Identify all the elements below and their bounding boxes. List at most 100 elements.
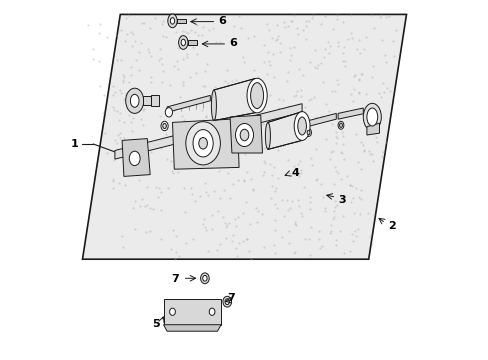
Point [354, 76, 362, 82]
Point [163, 156, 171, 162]
Point [294, 66, 302, 72]
Point [177, 104, 184, 110]
Point [279, 213, 287, 219]
Point [258, 211, 265, 217]
Point [199, 216, 207, 222]
Point [239, 80, 246, 85]
Point [210, 84, 218, 90]
Point [175, 253, 183, 259]
Point [328, 121, 336, 126]
Point [318, 195, 326, 201]
Point [271, 185, 279, 191]
Point [103, 150, 111, 156]
Point [201, 181, 208, 186]
Point [143, 202, 151, 208]
Point [226, 195, 234, 201]
Point [360, 148, 367, 153]
Point [236, 87, 244, 93]
Point [206, 124, 214, 130]
Point [284, 69, 292, 75]
Point [181, 209, 188, 215]
Ellipse shape [240, 129, 248, 141]
Point [125, 112, 133, 117]
Polygon shape [115, 104, 302, 159]
Point [333, 39, 341, 44]
Point [244, 35, 252, 41]
Point [259, 244, 267, 249]
Point [326, 230, 334, 236]
Point [231, 133, 239, 139]
Point [121, 96, 128, 102]
Point [329, 208, 337, 214]
Point [279, 98, 286, 103]
Ellipse shape [181, 39, 185, 46]
Point [225, 92, 233, 98]
Point [182, 121, 190, 127]
Point [289, 250, 297, 256]
Point [202, 114, 209, 120]
Point [137, 116, 144, 122]
Point [375, 14, 383, 20]
Point [246, 221, 254, 226]
Text: 6: 6 [218, 16, 226, 26]
Point [221, 224, 229, 230]
Point [338, 150, 346, 156]
Point [380, 52, 388, 58]
Point [290, 249, 298, 255]
Point [199, 221, 206, 227]
Ellipse shape [125, 88, 143, 113]
Point [235, 82, 243, 87]
Point [131, 226, 139, 231]
Point [265, 63, 273, 68]
Point [356, 188, 364, 193]
Point [311, 48, 319, 53]
Point [231, 216, 239, 222]
Point [268, 183, 276, 189]
Point [89, 46, 97, 51]
Point [306, 199, 314, 204]
Point [339, 133, 346, 139]
Point [140, 96, 148, 102]
Point [144, 101, 152, 107]
Point [311, 177, 319, 183]
Point [212, 39, 220, 45]
Point [259, 121, 267, 126]
Point [305, 194, 313, 200]
Point [366, 234, 373, 240]
Point [291, 92, 299, 98]
Point [333, 77, 341, 83]
Text: 4: 4 [291, 168, 299, 178]
Point [144, 46, 152, 52]
Point [244, 90, 251, 96]
Point [334, 170, 342, 176]
Point [183, 30, 191, 36]
Point [128, 171, 136, 176]
Point [354, 226, 362, 232]
Point [225, 127, 233, 132]
Point [224, 220, 232, 225]
Point [120, 147, 128, 153]
Point [127, 92, 135, 98]
Point [240, 177, 247, 183]
Point [286, 18, 294, 23]
Polygon shape [122, 139, 150, 176]
Point [122, 15, 129, 21]
Point [267, 195, 275, 201]
Point [266, 161, 274, 167]
Point [352, 46, 360, 52]
Point [146, 229, 154, 234]
Point [346, 30, 354, 36]
Point [128, 205, 136, 211]
Point [301, 104, 308, 110]
Point [314, 228, 322, 234]
Point [220, 78, 228, 84]
Ellipse shape [235, 123, 253, 147]
Point [252, 85, 260, 91]
Point [354, 194, 362, 200]
Point [241, 152, 249, 157]
Ellipse shape [199, 138, 207, 149]
Point [290, 44, 298, 50]
Point [270, 250, 278, 256]
Point [203, 61, 210, 67]
Point [337, 149, 345, 155]
